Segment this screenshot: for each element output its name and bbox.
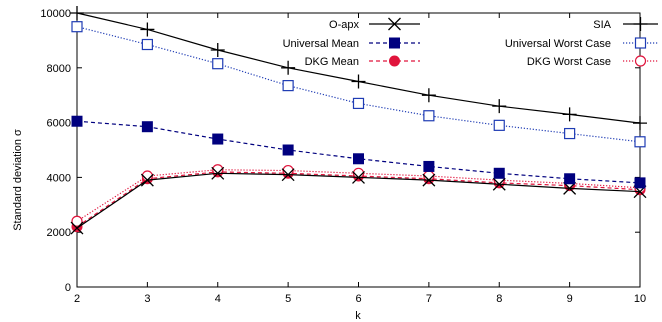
data-point [492, 177, 506, 191]
data-point [562, 107, 577, 122]
data-point [141, 121, 153, 133]
legend-label: DKG Mean [305, 56, 359, 68]
legend-item: O-apx [329, 17, 420, 31]
data-point [282, 144, 294, 156]
legend-marker [389, 55, 400, 67]
legend-marker [634, 37, 647, 49]
data-point [634, 177, 646, 189]
x-axis-title: k [355, 310, 361, 322]
y-tick-label: 8000 [47, 63, 71, 75]
data-point [281, 168, 295, 182]
x-tick-label: 8 [496, 293, 502, 305]
data-point [352, 97, 365, 110]
series-sia [70, 6, 647, 131]
legend-marker [634, 55, 647, 67]
x-tick-label: 5 [285, 293, 291, 305]
legend-label: SIA [593, 19, 611, 31]
y-tick-label: 10000 [40, 8, 71, 20]
legend-item: SIA [593, 17, 658, 31]
y-tick-label: 4000 [47, 172, 71, 184]
data-point [71, 21, 83, 33]
legend-label: O-apx [329, 19, 359, 31]
data-point [564, 127, 576, 140]
data-point [211, 166, 225, 180]
data-point [71, 215, 83, 227]
data-point [140, 173, 154, 187]
data-point [423, 160, 435, 172]
y-tick-label: 2000 [47, 227, 71, 239]
series-dkg-worst-case [71, 164, 646, 227]
y-tick-label: 0 [65, 282, 71, 294]
data-point [422, 173, 436, 187]
plot-border [76, 12, 641, 288]
data-point [564, 173, 576, 185]
data-point [70, 6, 84, 20]
series-line [76, 120, 641, 184]
data-point [352, 170, 365, 184]
data-point [633, 116, 647, 131]
data-point [493, 119, 505, 131]
series-o-apx [70, 166, 647, 235]
legend-item: Universal Mean [283, 37, 420, 50]
data-point [212, 133, 224, 145]
data-point [351, 74, 366, 89]
data-point [212, 58, 224, 70]
x-tick-label: 10 [634, 293, 646, 305]
data-point [421, 88, 436, 103]
x-tick-label: 7 [426, 293, 432, 305]
data-point [492, 99, 507, 114]
data-point [70, 221, 84, 235]
y-axis: 0 2000 4000 6000 8000 10000 [40, 8, 640, 294]
legend-item: DKG Mean [305, 55, 420, 68]
legend-marker [388, 17, 401, 31]
data-point [353, 153, 364, 165]
legend-label: DKG Worst Case [527, 56, 611, 68]
series-layer [70, 6, 647, 235]
data-point [282, 80, 294, 92]
data-point [563, 181, 577, 195]
legend-item: DKG Worst Case [527, 55, 658, 68]
x-tick-label: 3 [144, 293, 150, 305]
series-universal-worst-case [71, 21, 646, 148]
data-point [71, 115, 83, 127]
data-point [493, 167, 505, 179]
y-tick-label: 6000 [47, 118, 71, 130]
x-tick-label: 2 [74, 293, 80, 305]
plot-area [76, 12, 641, 288]
legend-label: Universal Worst Case [505, 38, 611, 50]
data-point [423, 110, 435, 122]
data-point [210, 42, 225, 57]
y-axis-title: Standard deviation σ [12, 129, 24, 231]
data-point [212, 164, 224, 176]
legend-item: Universal Worst Case [505, 37, 658, 50]
legend-label: Universal Mean [283, 38, 359, 50]
x-tick-label: 9 [567, 293, 573, 305]
data-point [281, 60, 296, 75]
legend-marker [633, 17, 648, 31]
x-tick-label: 4 [215, 293, 221, 305]
legend-marker [389, 37, 400, 49]
data-point [140, 22, 155, 37]
data-point [634, 136, 646, 148]
x-tick-label: 6 [355, 293, 361, 305]
legend: O-apx SIA Universal Mean Universal Worst Ca… [283, 17, 658, 68]
series-universal-mean [71, 115, 646, 189]
data-point [141, 38, 153, 51]
